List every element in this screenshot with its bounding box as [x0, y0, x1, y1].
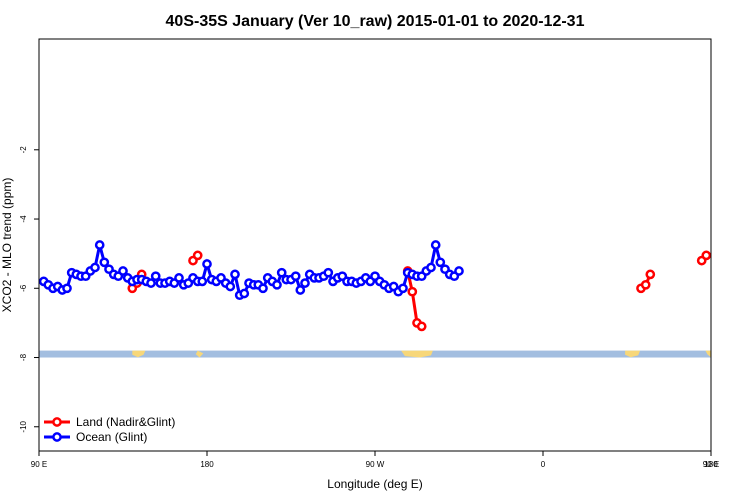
x-tick-label: 90 W [366, 460, 385, 469]
land-data-point [645, 269, 656, 280]
ocean-data-point [150, 271, 161, 282]
land-shape [195, 350, 204, 358]
ocean-data-point [426, 262, 436, 273]
x-tick-label: 90 E [31, 460, 47, 469]
x-tick-label: 180 [704, 460, 718, 469]
ocean-data-point [146, 278, 156, 288]
legend-ocean-label: Ocean (Glint) [76, 430, 147, 444]
land-data-point [192, 250, 203, 261]
ocean-data-point [99, 257, 110, 268]
x-tick-label: 90 E [703, 460, 719, 469]
ocean-data-point [272, 279, 282, 290]
ocean-data-point [276, 267, 287, 278]
ocean-data-point [174, 273, 184, 283]
land-data-point [701, 250, 712, 261]
y-tick-label: -4 [19, 215, 28, 223]
land-data-point [407, 286, 418, 297]
ocean-data-point [258, 283, 268, 294]
legend: Land (Nadir&Glint)Ocean (Glint) [44, 415, 175, 444]
ocean-data-point [430, 240, 441, 250]
land-data-point [416, 321, 427, 332]
ocean-data-point [118, 266, 128, 276]
legend-ocean-marker [52, 432, 62, 442]
ocean-data-point [300, 278, 310, 288]
ocean-band [39, 350, 711, 358]
land-data-point [640, 279, 651, 290]
legend-land-label: Land (Nadir&Glint) [76, 415, 175, 429]
chart-title: 40S-35S January (Ver 10_raw) 2015-01-01 … [166, 13, 585, 30]
ocean-data-point [239, 288, 250, 299]
ocean-data-point [398, 283, 408, 294]
ocean-data-point [225, 281, 236, 292]
ocean-data-point [295, 285, 306, 295]
ocean-data-point [230, 269, 240, 280]
ocean-data-point [290, 271, 301, 282]
ocean-data-point [323, 267, 334, 278]
y-tick-label: -2 [19, 146, 28, 154]
land-shape [705, 350, 711, 358]
x-tick-label: 0 [541, 460, 546, 469]
map-strip [39, 350, 711, 358]
y-tick-label: -10 [19, 420, 28, 432]
x-axis-label: Longitude (deg E) [327, 477, 422, 491]
y-axis-label: XCO2 - MLO trend (ppm) [0, 178, 14, 313]
y-axis: -2 -4 -6 -8 -10 [19, 146, 39, 433]
legend-land-marker [52, 417, 62, 427]
ocean-data-point [202, 259, 212, 269]
x-tick-label: 180 [200, 460, 214, 469]
land-shape [625, 350, 641, 358]
ocean-data-point [435, 257, 446, 268]
y-tick-label: -6 [19, 284, 28, 292]
ocean-data-point [62, 283, 72, 294]
ocean-data-point [454, 266, 464, 276]
plot-frame [38, 38, 712, 452]
plot-series [38, 240, 712, 332]
land-shape [132, 350, 146, 358]
ocean-data-point [90, 262, 100, 273]
ocean-data-point [197, 276, 208, 287]
y-tick-label: -8 [19, 353, 28, 361]
land-shape [401, 350, 433, 358]
ocean-data-point [94, 240, 105, 250]
